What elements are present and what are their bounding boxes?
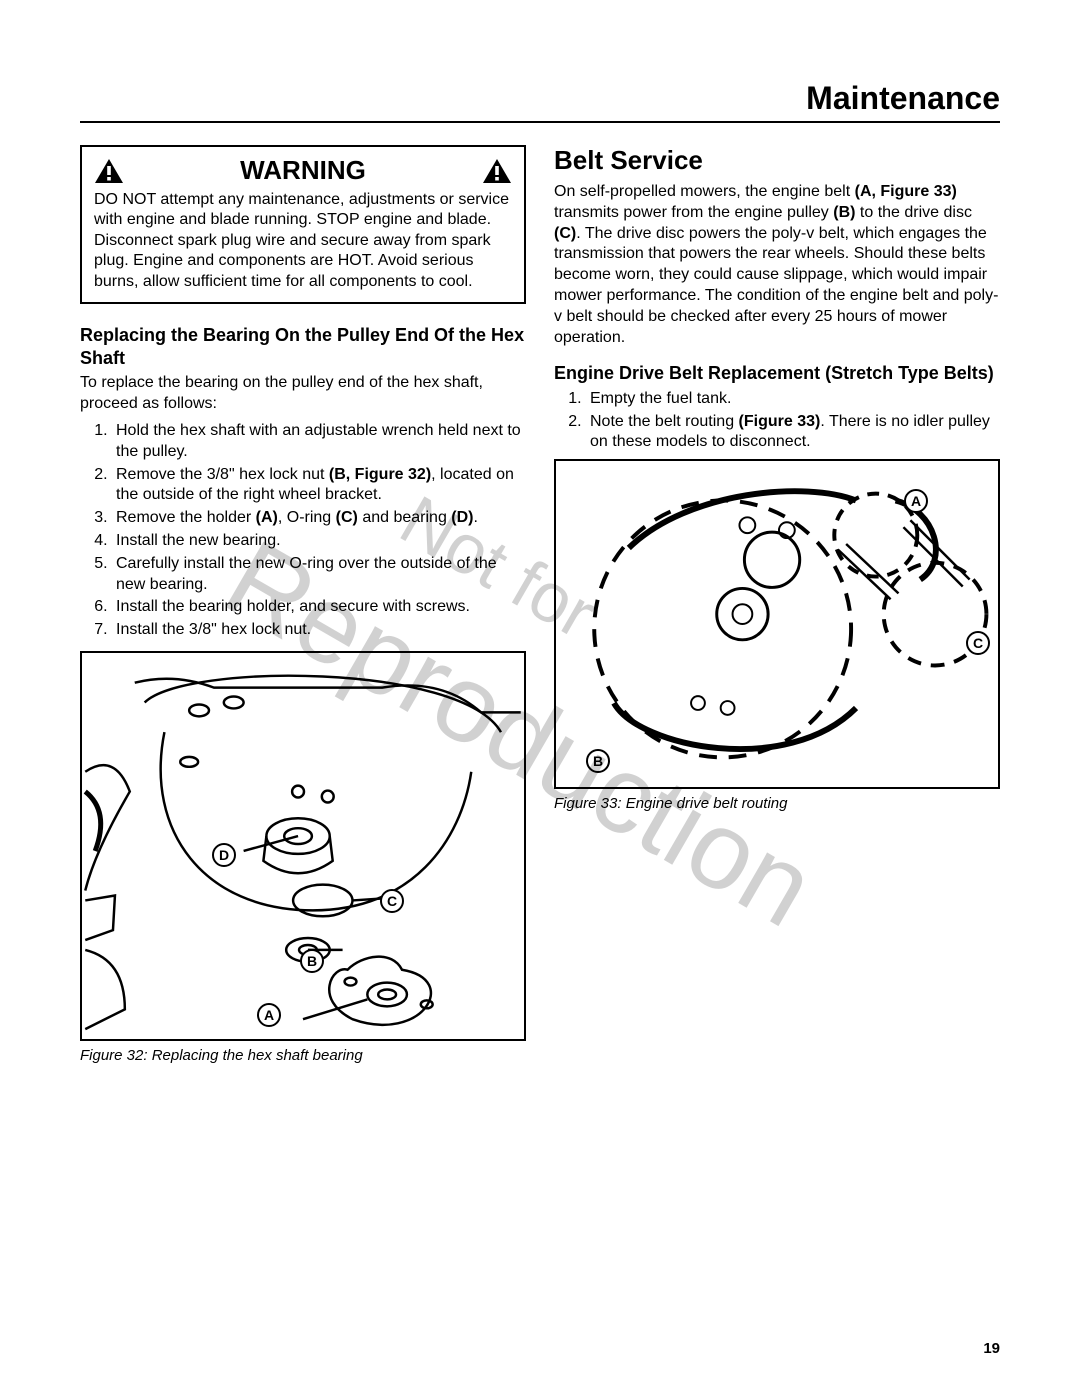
t: Remove the 3/8" hex lock nut <box>116 466 329 483</box>
warning-icon-right <box>482 158 512 184</box>
step-7: Install the 3/8" hex lock nut. <box>112 620 526 641</box>
left-steps: Hold the hex shaft with an adjustable wr… <box>80 421 526 641</box>
t: (A) <box>256 509 278 526</box>
callout-d: D <box>212 843 236 867</box>
t: transmits power from the engine pulley <box>554 204 833 221</box>
page-number: 19 <box>983 1340 1000 1357</box>
rstep-1: Empty the fuel tank. <box>586 389 1000 410</box>
figure-33: A C B <box>554 459 1000 789</box>
step-1: Hold the hex shaft with an adjustable wr… <box>112 421 526 463</box>
t: On self-propelled mowers, the engine bel… <box>554 183 855 200</box>
right-p1: On self-propelled mowers, the engine bel… <box>554 182 1000 348</box>
step-3: Remove the holder (A), O-ring (C) and be… <box>112 508 526 529</box>
left-column: WARNING DO NOT attempt any maintenance, … <box>80 145 526 1064</box>
t: (D) <box>451 509 473 526</box>
warning-box: WARNING DO NOT attempt any maintenance, … <box>80 145 526 304</box>
t: Remove the holder <box>116 509 256 526</box>
t: (C) <box>336 509 358 526</box>
page-title: Maintenance <box>80 80 1000 123</box>
figure-32: D C B A <box>80 651 526 1041</box>
content-columns: WARNING DO NOT attempt any maintenance, … <box>80 145 1000 1064</box>
step-6: Install the bearing holder, and secure w… <box>112 597 526 618</box>
step-2: Remove the 3/8" hex lock nut (B, Figure … <box>112 465 526 507</box>
right-heading: Belt Service <box>554 145 1000 176</box>
step-5: Carefully install the new O-ring over th… <box>112 554 526 596</box>
warning-title: WARNING <box>124 155 482 186</box>
t: , O-ring <box>278 509 336 526</box>
right-subhead: Engine Drive Belt Replacement (Stretch T… <box>554 362 1000 385</box>
figure-33-svg <box>556 461 998 787</box>
t: (Figure 33) <box>739 413 821 430</box>
figure-32-svg <box>82 653 524 1039</box>
t: . The drive disc powers the poly-v belt,… <box>554 225 998 346</box>
right-steps: Empty the fuel tank. Note the belt routi… <box>554 389 1000 453</box>
callout-a: A <box>257 1003 281 1027</box>
left-subhead: Replacing the Bearing On the Pulley End … <box>80 324 526 369</box>
t: Note the belt routing <box>590 413 739 430</box>
t: and bearing <box>358 509 451 526</box>
callout-c: C <box>380 889 404 913</box>
left-intro: To replace the bearing on the pulley end… <box>80 373 526 415</box>
t: to the drive disc <box>855 204 972 221</box>
t: (B) <box>833 204 855 221</box>
warning-text: DO NOT attempt any maintenance, adjustme… <box>94 190 512 292</box>
warning-icon-left <box>94 158 124 184</box>
step-4: Install the new bearing. <box>112 531 526 552</box>
warning-header: WARNING <box>94 155 512 186</box>
right-column: Belt Service On self-propelled mowers, t… <box>554 145 1000 1064</box>
t: (C) <box>554 225 576 242</box>
t: . <box>474 509 478 526</box>
figure-32-caption: Figure 32: Replacing the hex shaft beari… <box>80 1047 526 1064</box>
t: (B, Figure 32) <box>329 466 431 483</box>
figure-33-caption: Figure 33: Engine drive belt routing <box>554 795 1000 812</box>
callout-b: B <box>300 949 324 973</box>
rstep-2: Note the belt routing (Figure 33). There… <box>586 412 1000 454</box>
t: (A, Figure 33) <box>855 183 957 200</box>
